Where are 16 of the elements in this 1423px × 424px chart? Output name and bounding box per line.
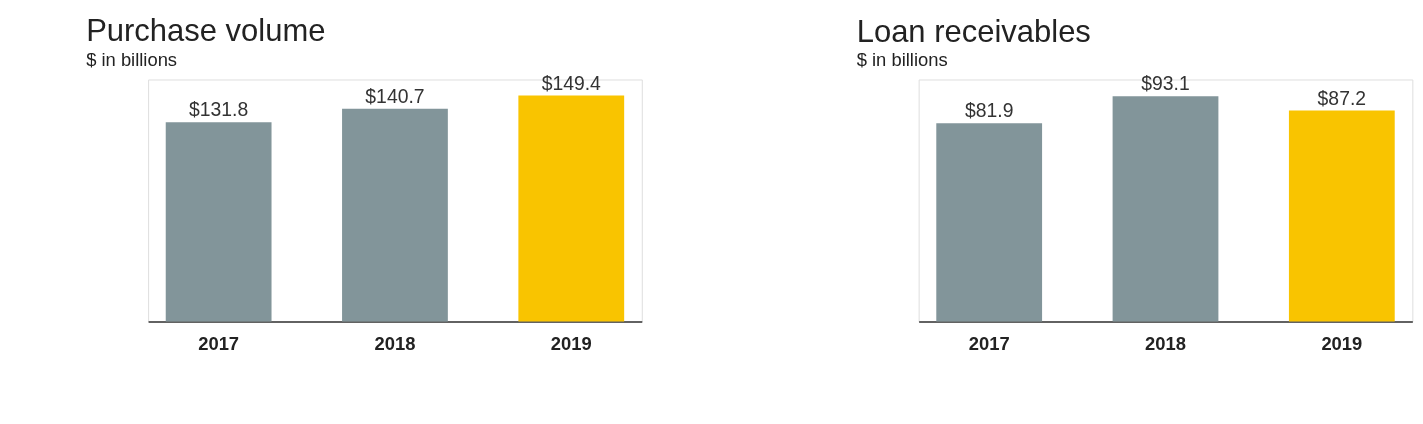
x-tick-label: 2017 [198,333,240,355]
chart-subtitle: $ in billions [86,48,178,70]
chart-title: Loan receivables [856,13,1091,49]
data-label: $131.8 [189,98,249,121]
data-label: $81.9 [964,99,1014,122]
data-label: $87.2 [1317,86,1367,109]
x-tick-label: 2017 [968,333,1010,355]
chart-subtitle: $ in billions [856,49,948,71]
x-tick-label: 2018 [374,333,416,355]
data-label: $149.4 [541,71,602,94]
chart-title: Purchase volume [86,13,326,49]
x-tick-label: 2018 [1145,333,1186,355]
x-tick-label: 2019 [1321,333,1363,355]
data-label: $93.1 [1141,72,1190,95]
x-tick-label: 2019 [550,333,592,355]
data-label: $140.7 [365,84,425,107]
